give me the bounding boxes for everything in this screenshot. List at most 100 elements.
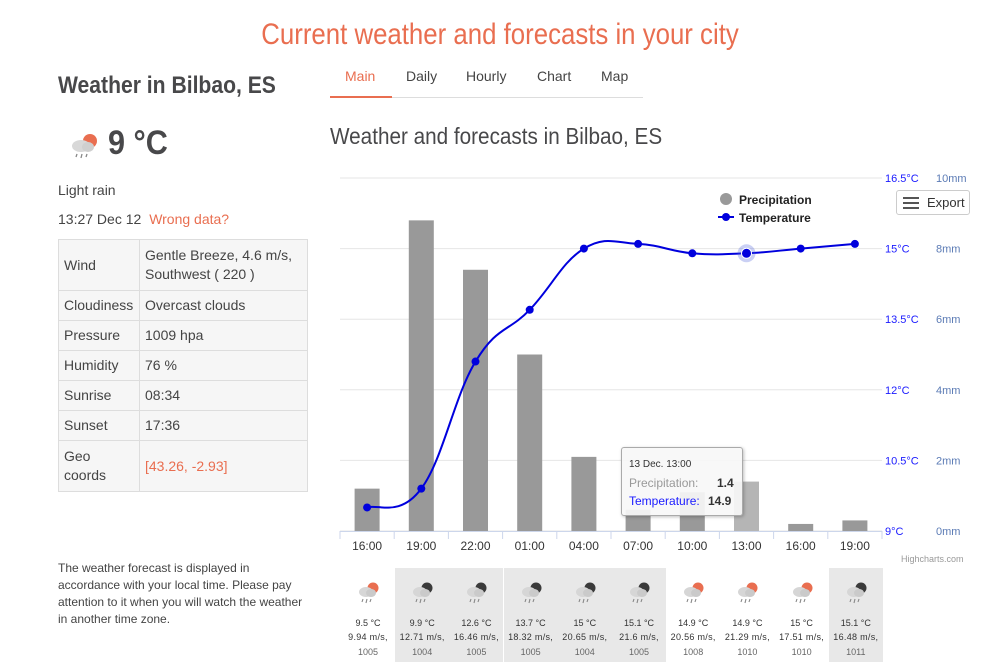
table-row: Wind Gentle Breeze, 4.6 m/s, Southwest (… [58,239,308,291]
geo-coords-link[interactable]: [43.26, -2.93] [139,440,308,492]
tooltip-temp-label: Temperature: [629,494,700,508]
hourly-pressure: 1005 [628,647,650,657]
precipitation-axis-label: 8mm [936,244,960,256]
forecast-title: Weather and forecasts in Bilbao, ES [330,123,663,149]
hourly-temp: 15.1 °C [840,618,871,628]
hourly-forecast-cell: 15.1 °C 21.6 m/s, 1005 [612,568,666,662]
hourly-pressure: 1005 [357,647,379,657]
cloudy-rain-night-icon [575,582,596,604]
legend-temperature-symbol [722,213,730,221]
x-tick-label: 22:00 [460,539,490,553]
hourly-wind: 21.29 m/s, [724,632,770,642]
temperature-axis-label: 12°C [885,385,910,397]
temperature-point [525,305,534,314]
table-row: Sunrise 08:34 [58,380,308,411]
precipitation-axis-label: 2mm [936,455,960,467]
hourly-forecast-cell: 12.6 °C 16.46 m/s, 1005 [449,568,504,662]
info-label: Sunset [58,410,140,441]
hourly-temp: 15 °C [790,618,813,628]
hourly-wind: 20.56 m/s, [670,632,716,642]
active-tab-indicator [330,96,392,98]
x-tick-label: 19:00 [406,539,436,553]
tooltip-temp-value: 14.9 [708,494,732,508]
hourly-wind: 21.6 m/s, [619,632,659,642]
temperature-point [741,247,752,259]
observation-time: 13:27 Dec 12 Wrong data? [58,211,229,227]
partly-cloudy-rain-day-icon [792,582,813,604]
weather-description: Light rain [58,182,116,198]
info-value: 76 % [139,350,308,381]
tab-map[interactable]: Map [601,68,629,84]
current-temperature: 9 °C [108,124,168,162]
hourly-wind: 9.94 m/s, [348,632,388,642]
info-label: Cloudiness [58,290,140,321]
temperature-point [471,357,480,366]
hourly-pressure: 1008 [683,647,704,657]
forecast-tabs: Main Daily Hourly Chart Map [330,64,643,98]
temperature-point [688,249,697,258]
hourly-temp: 12.6 °C [461,618,492,628]
temperature-point [363,503,372,512]
hourly-temp: 14.9 °C [678,618,709,628]
precipitation-axis-label: 0mm [936,526,960,538]
wrong-data-link[interactable]: Wrong data? [149,211,230,227]
hourly-wind: 12.71 m/s, [399,632,445,642]
precipitation-axis-label: 6mm [936,314,960,326]
temperature-point [579,244,588,253]
table-row: Humidity 76 % [58,350,308,381]
hourly-wind: 17.51 m/s, [779,632,825,642]
x-tick-label: 13:00 [731,539,761,553]
tab-hourly[interactable]: Hourly [466,68,507,84]
cloudy-rain-night-icon [630,582,650,604]
x-tick-label: 16:00 [352,539,382,553]
hourly-forecast-cell: 9.5 °C 9.94 m/s, 1005 [341,568,395,662]
precipitation-bar [842,520,868,531]
table-row: Sunset 17:36 [58,410,308,441]
hourly-forecast-cell: 13.7 °C 18.32 m/s, 1005 [503,568,558,662]
partly-cloudy-rain-day-icon [684,582,704,604]
info-value: Gentle Breeze, 4.6 m/s, Southwest ( 220 … [139,239,308,291]
hourly-wind: 20.65 m/s, [562,632,608,642]
precipitation-bar [463,269,488,531]
tab-chart[interactable]: Chart [537,68,572,84]
info-label: Wind [58,239,140,291]
menu-icon [903,197,919,209]
light-rain-partly-cloudy-icon [72,134,97,159]
export-button[interactable]: Export [896,190,970,215]
hourly-pressure: 1005 [466,647,487,657]
temperature-point [796,244,805,253]
highcharts-credits-link[interactable]: Highcharts.com [901,554,964,564]
hourly-forecast-cell: 9.9 °C 12.71 m/s, 1004 [395,568,450,662]
hourly-wind: 16.46 m/s, [453,632,499,642]
tooltip-date: 13 Dec. 13:00 [629,459,692,470]
hourly-wind: 16.48 m/s, [833,632,879,642]
precipitation-axis-label: 4mm [936,385,960,397]
hourly-temp: 9.5 °C [355,618,381,628]
tab-daily[interactable]: Daily [406,68,438,84]
info-label: Geo coords [58,440,140,492]
hourly-temp: 9.9 °C [409,618,435,628]
info-label: Pressure [58,320,140,351]
precipitation-bar [571,456,597,531]
page-title: Current weather and forecasts in your ci… [261,18,739,51]
hourly-wind: 18.32 m/s, [508,632,554,642]
legend-precipitation-label: Precipitation [739,193,812,207]
temperature-line [366,239,855,509]
tab-main[interactable]: Main [345,68,376,84]
hourly-forecast-cell: 14.9 °C 21.29 m/s, 1010 [720,568,774,662]
temperature-axis-label: 10.5°C [885,455,919,467]
hourly-forecast-cell: 15 °C 20.65 m/s, 1004 [557,568,612,662]
precipitation-bar [788,523,814,531]
tooltip-precip-label: Precipitation: [629,476,699,490]
legend-precipitation-symbol [720,193,732,205]
legend-temperature-label: Temperature [739,211,811,225]
hourly-pressure: 1004 [412,647,433,657]
chart-tooltip: 13 Dec. 13:00 Precipitation: 1.4 Tempera… [621,447,743,516]
hourly-pressure: 1004 [574,647,595,657]
hourly-temp: 13.7 °C [515,618,546,628]
hourly-pressure: 1010 [737,647,758,657]
table-row: Cloudiness Overcast clouds [58,290,308,321]
temperature-point [850,239,859,248]
hourly-pressure: 1005 [520,647,541,657]
